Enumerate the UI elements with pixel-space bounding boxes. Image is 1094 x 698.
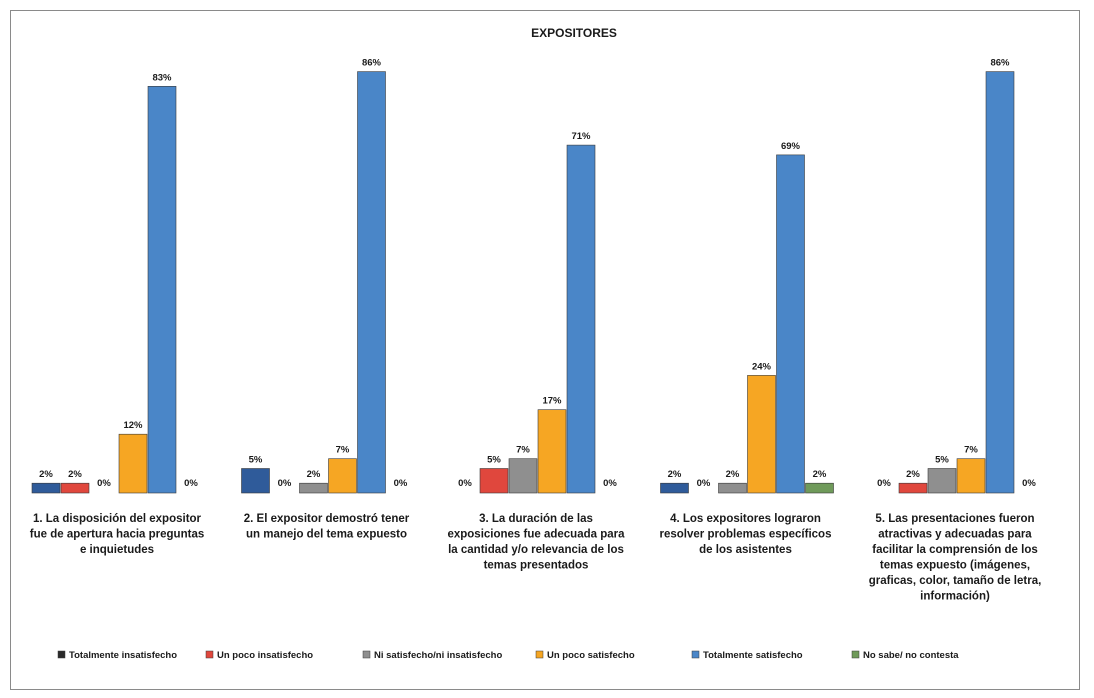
bar-1-2 (60, 482, 90, 494)
chart-frame (10, 10, 1080, 690)
legend-swatch-2 (205, 650, 214, 659)
value-label-2-4: 7% (336, 445, 350, 456)
category-label-3-line-4: temas presentados (484, 560, 589, 572)
bar-3-4 (537, 409, 567, 494)
bar-3-3 (508, 458, 538, 494)
value-label-5-2: 2% (906, 469, 920, 480)
value-label-1-5: 83% (152, 72, 172, 83)
value-label-3-1: 0% (458, 478, 472, 489)
bar-3-5 (566, 144, 596, 494)
category-label-5-line-2: atractivas y adecuadas para (878, 529, 1032, 541)
value-label-2-5: 86% (362, 58, 382, 69)
value-label-4-1: 2% (668, 469, 682, 480)
category-label-2-line-2: un manejo del tema expuesto (246, 529, 407, 541)
value-label-1-6: 0% (184, 478, 198, 489)
value-label-4-4: 24% (752, 361, 772, 372)
legend-label-6: No sabe/ no contesta (863, 650, 959, 661)
legend-swatch-6 (851, 650, 860, 659)
value-label-5-4: 7% (964, 445, 978, 456)
bar-2-4 (328, 458, 357, 494)
legend-swatch-4 (535, 650, 544, 659)
bar-4-5 (776, 154, 805, 494)
legend-label-3: Ni satisfecho/ni insatisfecho (374, 650, 502, 661)
category-label-4-line-2: resolver problemas específicos (660, 529, 832, 541)
value-labels-layer: 2% 2% 0% 12% 83% 0% 5% 0% 2% 7% 86% 0% 0% 5% 7% 17% 71% 0… (39, 58, 1036, 489)
legend-label-2: Un poco insatisfecho (217, 650, 313, 661)
bar-4-1 (660, 482, 689, 494)
legend-label-1: Totalmente insatisfecho (69, 650, 177, 661)
bar-5-3 (927, 468, 957, 494)
legend-label-5: Totalmente satisfecho (703, 650, 803, 661)
value-label-5-3: 5% (935, 455, 949, 466)
value-label-2-3: 2% (307, 469, 321, 480)
bar-4-4 (747, 375, 776, 494)
bar-5-4 (956, 458, 986, 494)
category-label-4-line-3: de los asistentes (699, 544, 792, 556)
bars-layer (31, 71, 1015, 494)
legend-label-4: Un poco satisfecho (547, 650, 635, 661)
value-label-3-4: 17% (542, 396, 562, 407)
bar-5-2 (898, 482, 928, 494)
bar-1-5 (147, 86, 177, 494)
bar-5-5 (985, 71, 1015, 494)
value-label-2-2: 0% (278, 478, 292, 489)
category-label-4-line-1: 4. Los expositores lograron (670, 513, 821, 525)
category-label-5-line-5: graficas, color, tamaño de letra, (869, 575, 1042, 587)
category-label-3-line-1: 3. La duración de las (479, 513, 593, 525)
legend-swatch-1 (57, 650, 66, 659)
value-label-3-3: 7% (516, 445, 530, 456)
value-label-4-2: 0% (697, 478, 711, 489)
value-label-2-1: 5% (249, 455, 263, 466)
category-label-2-line-1: 2. El expositor demostró tener (244, 513, 410, 525)
value-label-1-2: 2% (68, 469, 82, 480)
category-label-5-line-3: facilitar la comprensión de los (872, 544, 1038, 556)
bar-4-3 (718, 482, 747, 494)
value-label-5-1: 0% (877, 478, 891, 489)
legend-swatch-5 (691, 650, 700, 659)
value-label-4-3: 2% (726, 469, 740, 480)
value-label-4-6: 2% (813, 469, 827, 480)
category-label-1-line-1: 1. La disposición del expositor (33, 513, 202, 525)
value-label-1-4: 12% (123, 420, 143, 431)
value-label-5-5: 86% (990, 58, 1010, 69)
bar-2-3 (299, 482, 328, 494)
category-label-1-line-3: e inquietudes (80, 544, 154, 556)
bar-3-2 (479, 468, 509, 494)
category-label-5-line-1: 5. Las presentaciones fueron (875, 513, 1034, 525)
category-label-5-line-6: información) (920, 591, 990, 603)
value-label-3-2: 5% (487, 455, 501, 466)
legend-swatch-3 (362, 650, 371, 659)
category-label-3-line-2: exposiciones fue adecuada para (447, 529, 625, 541)
value-label-4-5: 69% (781, 141, 801, 152)
chart-title: EXPOSITORES (531, 26, 617, 40)
category-label-3-line-3: la cantidad y/o relevancia de los (448, 544, 624, 556)
value-label-1-3: 0% (97, 478, 111, 489)
value-label-3-6: 0% (603, 478, 617, 489)
category-label-5-line-4: temas expuesto (imágenes, (880, 560, 1030, 572)
bar-1-4 (118, 433, 148, 494)
bar-1-1 (31, 482, 61, 494)
legend: Totalmente insatisfecho Un poco insatisfe… (57, 650, 959, 661)
category-label-1-line-2: fue de apertura hacia preguntas (30, 529, 204, 541)
value-label-2-6: 0% (394, 478, 408, 489)
bar-2-1 (241, 468, 270, 494)
category-labels-layer: 1. La disposición del expositor fue de ap… (30, 513, 1042, 603)
value-label-3-5: 71% (571, 131, 591, 142)
bar-4-6 (805, 482, 834, 494)
value-label-5-6: 0% (1022, 478, 1036, 489)
bar-2-5 (357, 71, 386, 494)
value-label-1-1: 2% (39, 469, 53, 480)
